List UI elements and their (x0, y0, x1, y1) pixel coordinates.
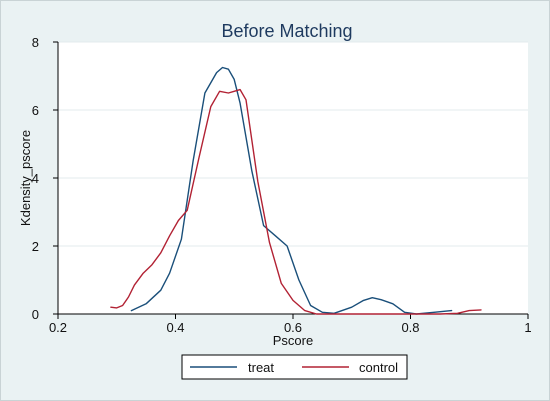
x-tick-label: 0.8 (401, 320, 419, 335)
y-axis-title: Kdensity_pscore (18, 130, 33, 226)
chart-title: Before Matching (221, 21, 352, 41)
x-tick-label: 0.2 (49, 320, 67, 335)
legend: treat control (181, 354, 408, 380)
gridlines (58, 41, 528, 315)
series-line-control (110, 88, 482, 315)
x-tick-label: 1 (524, 320, 531, 335)
y-tick-label: 8 (32, 35, 39, 50)
series-lines (110, 66, 482, 315)
legend-label-control: control (359, 360, 398, 375)
y-tick-label: 6 (32, 103, 39, 118)
y-tick-label: 2 (32, 239, 39, 254)
y-tick-label: 0 (32, 307, 39, 322)
x-axis-title: Pscore (273, 333, 313, 348)
y-tick-label: 4 (32, 171, 39, 186)
axis-ticks: 0 2 4 6 8 0.2 0.4 0.6 0.8 1 (32, 35, 532, 335)
x-tick-label: 0.4 (166, 320, 184, 335)
series-line-treat (130, 66, 453, 315)
legend-label-treat: treat (248, 360, 274, 375)
x-tick-label: 0.6 (284, 320, 302, 335)
